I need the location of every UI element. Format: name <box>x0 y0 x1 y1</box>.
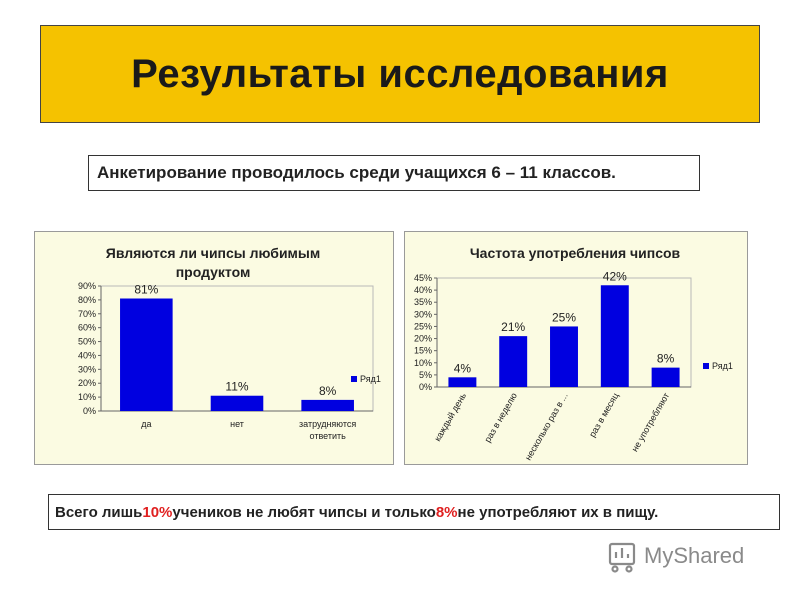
y-tick-label: 30% <box>414 309 432 319</box>
cart-icon <box>608 542 636 573</box>
y-tick-label: 30% <box>78 364 96 374</box>
y-tick-label: 40% <box>78 350 96 360</box>
bar <box>210 395 264 411</box>
y-tick-label: 25% <box>414 321 432 331</box>
y-tick-label: 15% <box>414 346 432 356</box>
data-label: 21% <box>501 320 525 334</box>
x-category-label: не употребляют <box>630 391 672 453</box>
y-tick-label: 35% <box>414 297 432 307</box>
y-tick-label: 10% <box>414 358 432 368</box>
x-category-label: затрудняются <box>299 419 356 429</box>
y-tick-label: 40% <box>414 285 432 295</box>
chart-panel-frequency: Частота употребления чипсов 0% 5% 10% 15% 20%… <box>404 231 748 465</box>
slide-title: Результаты исследования <box>131 51 669 96</box>
x-category-label: раз в месяц <box>587 391 620 439</box>
y-tick-label: 20% <box>78 378 96 388</box>
x-category-label: ответить <box>310 431 347 441</box>
conclusion-middle: учеников не любят чипсы и только <box>172 503 436 521</box>
conclusion-prefix: Всего лишь <box>55 503 143 521</box>
x-category-label: раз в неделю <box>482 391 519 444</box>
subtitle-box: Анкетирование проводилось среди учащихся… <box>88 155 700 191</box>
logo-svg: MyShared <box>608 542 744 573</box>
legend-swatch <box>351 376 357 382</box>
chart-title-line: Частота употребления чипсов <box>470 245 681 261</box>
chart-frequency-svg: Частота употребления чипсов 0% 5% 10% 15% 20%… <box>414 245 733 462</box>
logo-text: MyShared <box>644 543 744 568</box>
data-label: 25% <box>552 310 576 324</box>
conclusion-value-2: 8% <box>435 503 458 521</box>
x-category-label: нет <box>230 419 244 429</box>
y-tick-label: 45% <box>414 273 432 283</box>
y-tick-label: 50% <box>78 337 96 347</box>
chart-title-line: продуктом <box>176 264 251 280</box>
data-label: 4% <box>454 361 472 375</box>
data-label: 8% <box>319 384 337 398</box>
myshared-logo: MyShared <box>606 536 776 576</box>
bar <box>499 336 528 387</box>
y-tick-label: 90% <box>78 281 96 291</box>
y-tick-label: 0% <box>83 406 96 416</box>
conclusion-value-1: 10% <box>142 503 173 521</box>
bar <box>448 377 477 387</box>
data-label: 81% <box>134 283 158 297</box>
chart-panel-favorite: Являются ли чипсы любимым продуктом 0% 10% 2… <box>34 231 394 465</box>
subtitle-text: Анкетирование проводилось среди учащихся… <box>97 163 616 182</box>
y-tick-label: 0% <box>419 382 432 392</box>
y-tick-label: 60% <box>78 323 96 333</box>
bar <box>301 399 354 411</box>
legend-label: Ряд1 <box>712 361 733 371</box>
title-banner: Результаты исследования <box>40 25 760 123</box>
bar <box>651 367 680 387</box>
y-tick-label: 70% <box>78 309 96 319</box>
y-tick-label: 5% <box>419 370 432 380</box>
legend-label: Ряд1 <box>360 374 381 384</box>
bar <box>550 326 578 387</box>
x-category-label: несколько раз в ... <box>523 391 570 462</box>
x-category-label: каждый день <box>432 391 468 443</box>
legend-swatch <box>703 363 709 369</box>
conclusion-box: Всего лишь 10% учеников не любят чипсы и… <box>48 494 780 530</box>
y-tick-label: 80% <box>78 295 96 305</box>
chart-title-line: Являются ли чипсы любимым <box>106 245 320 261</box>
y-tick-label: 20% <box>414 334 432 344</box>
bar <box>120 298 173 411</box>
chart-favorite-svg: Являются ли чипсы любимым продуктом 0% 10% 2… <box>78 245 381 441</box>
bar <box>600 285 629 387</box>
data-label: 42% <box>603 269 627 283</box>
x-category-label: да <box>141 419 151 429</box>
data-label: 8% <box>657 352 675 366</box>
conclusion-suffix: не употребляют их в пищу. <box>457 503 659 521</box>
data-label: 11% <box>225 380 248 394</box>
y-tick-label: 10% <box>78 392 96 402</box>
